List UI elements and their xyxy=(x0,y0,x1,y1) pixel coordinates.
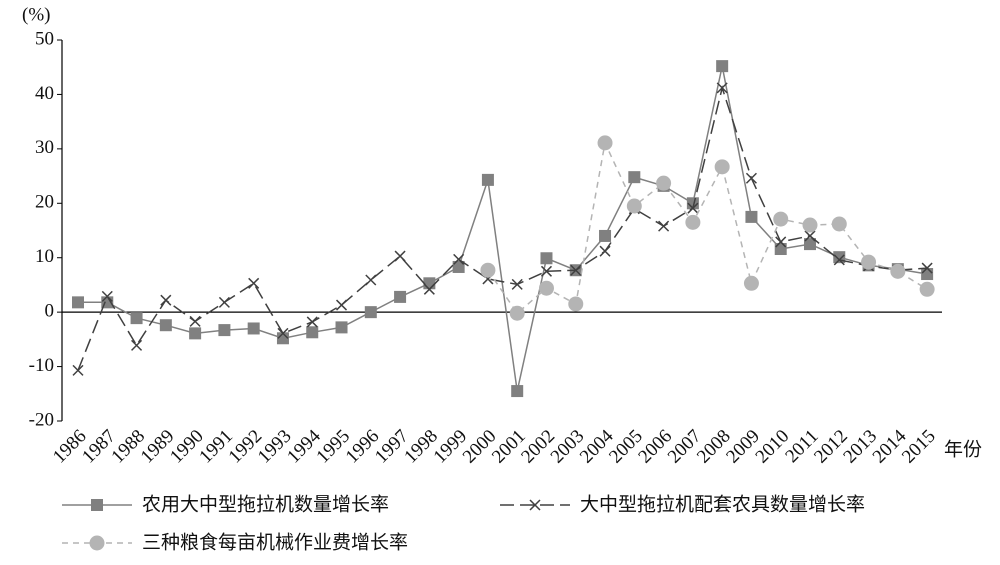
data-point xyxy=(423,283,435,295)
data-point xyxy=(423,277,436,290)
data-point xyxy=(921,262,933,274)
data-point xyxy=(919,281,935,297)
data-point xyxy=(597,135,613,151)
data-point xyxy=(716,60,729,73)
data-point xyxy=(831,216,847,232)
data-point xyxy=(774,243,787,256)
data-point xyxy=(714,159,730,175)
data-point xyxy=(775,236,787,248)
y-axis-label: (%) xyxy=(22,4,50,25)
y-tick-label: 50 xyxy=(35,28,54,49)
y-tick-label: -10 xyxy=(29,355,54,376)
data-point xyxy=(773,211,789,227)
data-point xyxy=(802,217,818,233)
data-point xyxy=(335,321,348,334)
data-point xyxy=(335,299,348,311)
data-point xyxy=(656,175,672,191)
legend-marker xyxy=(89,535,105,551)
data-point xyxy=(540,265,553,277)
data-point xyxy=(394,250,406,262)
data-point xyxy=(540,252,553,265)
data-point xyxy=(833,251,846,264)
data-point xyxy=(394,290,407,303)
data-point xyxy=(218,324,231,337)
data-point xyxy=(277,327,289,339)
legend-label: 农用大中型拖拉机数量增长率 xyxy=(142,494,389,516)
data-point xyxy=(921,268,934,281)
data-point xyxy=(72,364,84,376)
legend-label: 大中型拖拉机配套农具数量增长率 xyxy=(580,494,865,516)
y-tick-label: -20 xyxy=(29,409,54,430)
data-point xyxy=(890,263,906,279)
data-point xyxy=(247,322,260,335)
data-point xyxy=(306,316,318,328)
series-line xyxy=(77,85,928,371)
y-tick-label: 30 xyxy=(35,137,54,158)
y-tick-label: 10 xyxy=(35,246,54,267)
data-point xyxy=(452,260,465,273)
data-point xyxy=(687,202,699,214)
data-point xyxy=(570,264,582,276)
data-point xyxy=(743,275,759,291)
data-point xyxy=(480,262,496,278)
data-point xyxy=(658,220,670,232)
series-line xyxy=(78,65,928,392)
data-point xyxy=(804,230,816,242)
legend-label: 三种粮食每亩机械作业费增长率 xyxy=(142,532,408,554)
y-tick-label: 20 xyxy=(35,192,54,213)
data-point xyxy=(686,197,699,210)
data-point xyxy=(568,296,584,312)
data-point xyxy=(538,280,554,296)
data-point xyxy=(861,254,877,270)
data-point xyxy=(130,312,143,325)
data-point xyxy=(306,326,319,339)
data-point xyxy=(745,210,758,223)
data-point xyxy=(599,245,611,257)
data-point xyxy=(511,385,524,398)
data-point xyxy=(453,253,465,265)
data-point xyxy=(131,339,143,351)
data-point xyxy=(276,332,289,345)
data-point xyxy=(716,82,728,94)
y-tick-label: 40 xyxy=(35,83,54,104)
data-point xyxy=(481,173,494,186)
data-point xyxy=(72,296,84,309)
data-point xyxy=(599,229,612,242)
data-point xyxy=(248,277,260,289)
data-point xyxy=(159,319,172,332)
data-point xyxy=(628,171,641,184)
data-point xyxy=(833,254,845,266)
x-axis-label: 年份 xyxy=(944,439,982,461)
data-point xyxy=(685,214,701,230)
legend-marker xyxy=(529,499,541,511)
data-point xyxy=(626,198,642,214)
x-tick-label: 2015 xyxy=(898,426,940,468)
data-point xyxy=(189,327,202,340)
data-point xyxy=(364,306,377,319)
data-point xyxy=(511,278,523,290)
data-point xyxy=(218,296,230,308)
data-point xyxy=(189,315,201,327)
data-point xyxy=(160,294,172,306)
data-point xyxy=(745,172,757,184)
data-point xyxy=(101,290,113,302)
series-line xyxy=(487,140,928,315)
y-tick-label: 0 xyxy=(45,301,55,322)
data-point xyxy=(509,305,525,321)
data-point xyxy=(804,238,816,251)
legend-marker xyxy=(91,499,103,511)
data-point xyxy=(365,274,377,286)
